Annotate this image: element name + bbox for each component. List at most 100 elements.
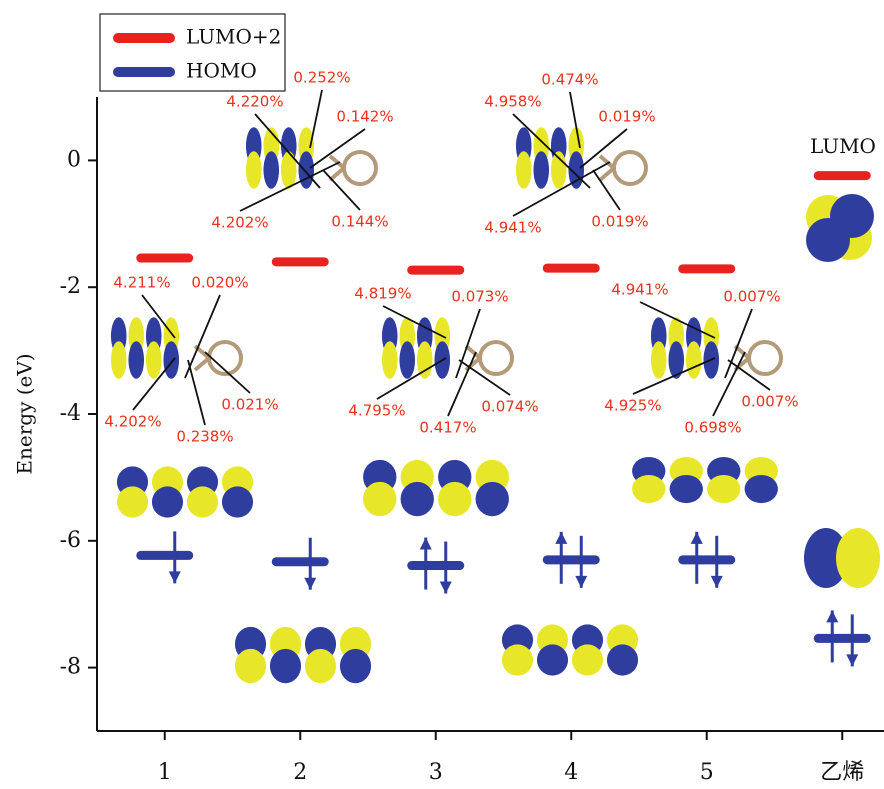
orbital-picture <box>235 627 371 683</box>
x-tick-label: 乙烯 <box>820 760 864 785</box>
pointer <box>580 129 627 168</box>
x-tick-label: 5 <box>700 760 714 785</box>
page: {"chart_data": {"type": "energy-level", … <box>0 0 884 789</box>
lobe <box>305 649 336 683</box>
lobe <box>707 475 740 503</box>
lobe <box>607 644 638 675</box>
annotation: 0.021% <box>221 396 278 414</box>
bond <box>466 346 480 358</box>
spin-arrowhead <box>846 654 858 666</box>
spin-arrowhead <box>169 571 181 583</box>
orbital-lobe <box>830 194 874 238</box>
lobe <box>651 341 667 379</box>
orbital-picture <box>632 457 778 503</box>
annotation: 4.941% <box>484 219 541 237</box>
lobe <box>340 649 371 683</box>
lobe <box>163 341 179 379</box>
lobe <box>187 486 218 517</box>
annotation: 0.417% <box>419 419 476 437</box>
pointer <box>310 90 322 148</box>
lobe <box>281 151 297 189</box>
annotation: 0.019% <box>598 108 655 126</box>
y-axis-label: Energy (eV) <box>13 353 37 474</box>
level-label: LUMO <box>810 134 876 158</box>
x-tick-label: 4 <box>564 760 578 785</box>
lobe <box>399 341 415 379</box>
spin-arrowhead <box>826 610 838 622</box>
annotation: 4.795% <box>348 402 405 420</box>
spin-arrowhead <box>304 578 316 590</box>
lobe <box>235 649 266 683</box>
lobe <box>686 341 702 379</box>
lobe <box>438 482 471 516</box>
annotation: 0.007% <box>741 393 798 411</box>
pointer <box>459 360 510 395</box>
x-tick-label: 3 <box>429 760 443 785</box>
spin-arrowhead <box>691 532 703 544</box>
molecule <box>330 152 376 184</box>
chart: Energy (eV) 0-2-4-6-812345乙烯LUMO4.211%0.… <box>0 0 884 789</box>
y-tick-label: -6 <box>60 528 81 553</box>
lobe <box>476 482 509 516</box>
annotation: 0.252% <box>293 69 350 87</box>
lobe <box>222 486 253 517</box>
lobe <box>152 486 183 517</box>
x-tick-label: 1 <box>158 760 172 785</box>
orbital-lobe <box>836 528 880 588</box>
lobe <box>516 151 532 189</box>
spin-arrowhead <box>575 576 587 588</box>
y-tick-label: -4 <box>60 401 81 426</box>
lobe <box>111 341 127 379</box>
pointer <box>205 352 250 393</box>
orbital-picture <box>363 460 509 516</box>
ring <box>480 342 512 374</box>
annotation: 4.202% <box>211 214 268 232</box>
molecule <box>195 342 241 374</box>
ring <box>749 342 781 374</box>
orbital-picture <box>111 317 179 379</box>
lobe <box>382 341 398 379</box>
annotation: 0.698% <box>684 419 741 437</box>
annotation: 0.144% <box>331 213 388 231</box>
y-tick-label: 0 <box>67 147 81 172</box>
annotation: 4.941% <box>611 281 668 299</box>
annotation: 0.020% <box>191 274 248 292</box>
bond <box>330 168 344 180</box>
legend-label: HOMO <box>186 59 257 83</box>
annotation: 4.958% <box>484 93 541 111</box>
annotation: 4.819% <box>354 285 411 303</box>
spin-arrowhead <box>420 538 432 550</box>
bond <box>195 358 209 370</box>
ring <box>614 152 646 184</box>
orbital-picture <box>382 317 450 379</box>
annotation: 0.238% <box>176 428 233 446</box>
spin-arrowhead <box>440 582 452 594</box>
molecule <box>600 152 646 184</box>
lobe <box>363 482 396 516</box>
legend-label: LUMO+2 <box>186 25 281 49</box>
orbital-picture <box>651 317 719 379</box>
annotation: 0.019% <box>591 213 648 231</box>
ring <box>344 152 376 184</box>
annotation: 0.073% <box>451 288 508 306</box>
spin-arrowhead <box>555 532 567 544</box>
orbital-picture <box>502 624 638 675</box>
annotation: 0.007% <box>723 288 780 306</box>
annotation: 4.220% <box>226 93 283 111</box>
bond <box>600 168 614 180</box>
annotation: 0.142% <box>336 108 393 126</box>
lobe <box>533 151 549 189</box>
lobe <box>246 151 262 189</box>
lobe <box>401 482 434 516</box>
y-tick-label: -8 <box>60 655 81 680</box>
lobe <box>632 475 665 503</box>
annotation: 4.925% <box>604 397 661 415</box>
lobe <box>263 151 279 189</box>
lobe <box>298 151 314 189</box>
lobe <box>745 475 778 503</box>
orbital-picture <box>117 466 253 517</box>
y-tick-label: -2 <box>60 274 81 299</box>
pointer <box>323 170 360 210</box>
lobe <box>572 644 603 675</box>
x-tick-label: 2 <box>293 760 307 785</box>
